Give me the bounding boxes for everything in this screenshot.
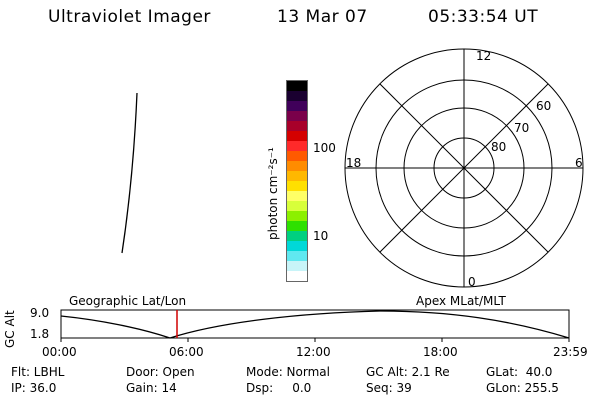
colorbar-segment: [287, 121, 307, 131]
colorbar-segment: [287, 151, 307, 161]
mlt-label-12: 12: [476, 49, 491, 63]
mode-info: Mode: Normal: [246, 365, 330, 379]
limb-arc: [121, 92, 138, 254]
colorbar-segment: [287, 111, 307, 121]
colorbar-segment: [287, 201, 307, 211]
colorbar-segment: [287, 271, 307, 281]
dsp-info: Dsp: 0.0: [246, 381, 312, 395]
colorbar-segment: [287, 81, 307, 91]
colorbar-tick-100: 100: [313, 141, 336, 155]
date-label: 13 Mar 07: [277, 7, 368, 27]
glon-info: GLon: 255.5: [486, 381, 559, 395]
mlt-label-6: 6: [575, 156, 583, 170]
x-tick-label: 00:00: [42, 345, 77, 359]
lat-label-60: 60: [536, 99, 551, 113]
lat-label-70: 70: [514, 121, 529, 135]
colorbar-segment: [287, 231, 307, 241]
colorbar-segment: [287, 261, 307, 271]
colorbar-segment: [287, 141, 307, 151]
ip-info: IP: 36.0: [11, 381, 57, 395]
mlt-label-18: 18: [346, 156, 361, 170]
colorbar-segment: [287, 171, 307, 181]
timeline-y-tick-bottom: 1.8: [30, 327, 50, 341]
altitude-curve: [60, 310, 570, 339]
colorbar-segment: [287, 251, 307, 261]
time-label: 05:33:54 UT: [428, 7, 539, 27]
colorbar-segment: [287, 221, 307, 231]
gc-alt-info: GC Alt: 2.1 Re: [366, 365, 450, 379]
x-tick-label: 18:00: [423, 345, 458, 359]
app-title: Ultraviolet Imager: [48, 7, 211, 27]
mlt-line-diag2: [379, 83, 549, 253]
x-tick-label: 06:00: [169, 345, 204, 359]
apex-label: Apex MLat/MLT: [416, 294, 506, 308]
filter-info: Flt: LBHL: [11, 365, 65, 379]
door-info: Door: Open: [126, 365, 195, 379]
mlt-label-0: 0: [468, 275, 476, 289]
timeline-y-axis-label: GC Alt: [3, 310, 17, 348]
colorbar-segment: [287, 101, 307, 111]
colorbar-segment: [287, 181, 307, 191]
intensity-colorbar: [286, 80, 308, 282]
colorbar-segment: [287, 131, 307, 141]
colorbar-segment: [287, 161, 307, 171]
colorbar-tick-10: 10: [313, 229, 329, 243]
colorbar-segment: [287, 191, 307, 201]
timeline-y-tick-top: 9.0: [30, 306, 50, 320]
colorbar-segment: [287, 91, 307, 101]
gain-info: Gain: 14: [126, 381, 177, 395]
x-tick-label: 12:00: [296, 345, 331, 359]
colorbar-segment: [287, 211, 307, 221]
geographic-label: Geographic Lat/Lon: [69, 294, 187, 308]
seq-info: Seq: 39: [366, 381, 412, 395]
lat-label-80: 80: [491, 140, 506, 154]
glat-info: GLat: 40.0: [486, 365, 553, 379]
x-tick-label: 23:59: [553, 345, 588, 359]
colorbar-segment: [287, 241, 307, 251]
